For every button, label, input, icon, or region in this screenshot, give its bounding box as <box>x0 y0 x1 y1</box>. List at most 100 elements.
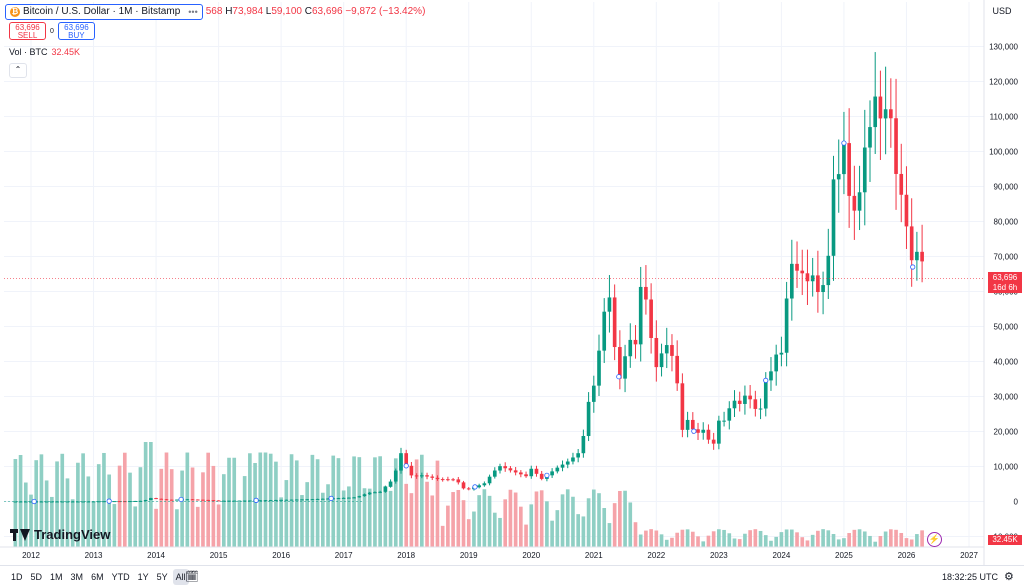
range-1y[interactable]: 1Y <box>137 572 149 582</box>
range-1d[interactable]: 1D <box>11 572 23 582</box>
candle-body <box>717 420 721 444</box>
buy-button[interactable]: 63,696 BUY <box>57 22 95 40</box>
event-marker <box>106 498 112 504</box>
candle-body <box>248 500 252 502</box>
volume-bar <box>565 489 570 547</box>
sell-button[interactable]: 63,696 SELL <box>9 22 46 40</box>
currency-button[interactable]: USD <box>992 6 1012 16</box>
x-tick-label: 2018 <box>397 551 415 560</box>
volume-bar <box>722 529 726 547</box>
volume-bar <box>831 534 836 547</box>
candle-body <box>862 147 867 193</box>
symbol-legend: ₿ Bitcoin / U.S. Dollar · 1M · Bitstamp … <box>5 3 425 20</box>
candle-body <box>206 499 211 501</box>
volume-bar <box>920 530 924 547</box>
bar-countdown: 16d 6h <box>992 283 1018 292</box>
volume-bar <box>576 514 580 547</box>
y-tick-label: 70,000 <box>994 253 1019 262</box>
volume-bar <box>13 459 18 547</box>
candle-body <box>513 470 518 473</box>
volume-bar <box>44 480 49 547</box>
candle-body <box>555 467 560 472</box>
candle-body <box>65 501 70 503</box>
x-tick-label: 2017 <box>335 551 353 560</box>
volume-bar <box>159 468 164 547</box>
candle-body <box>159 498 164 500</box>
more-options-icon[interactable]: ••• <box>188 6 198 17</box>
volume-bar <box>717 529 721 547</box>
candle-body <box>154 498 158 500</box>
candle-body <box>461 482 466 489</box>
candle-body <box>618 347 622 379</box>
last-price-tag: 63,696 16d 6h <box>988 272 1022 293</box>
volume-bar <box>915 534 919 547</box>
volume-bar <box>50 496 54 547</box>
y-tick-label: 80,000 <box>994 218 1019 227</box>
symbol-title-box[interactable]: ₿ Bitcoin / U.S. Dollar · 1M · Bitstamp … <box>5 3 203 20</box>
volume-bar <box>81 453 85 547</box>
volume-bar <box>696 536 700 547</box>
utc-clock[interactable]: 18:32:25 UTC <box>942 572 999 582</box>
volume-bar <box>320 492 325 547</box>
spread-value: 0 <box>50 27 54 35</box>
volume-bar <box>294 460 299 547</box>
volume-bar <box>149 442 153 547</box>
candle-body <box>55 501 59 503</box>
volume-bar <box>383 486 388 547</box>
candle-body <box>149 498 153 501</box>
candle-body <box>904 194 909 227</box>
volume-bar <box>482 489 487 547</box>
volume-bar <box>638 534 643 547</box>
x-tick-label: 2023 <box>710 551 728 560</box>
calendar-icon[interactable]: 🗓 <box>185 571 199 583</box>
candle-body <box>581 435 586 454</box>
candle-body <box>644 286 648 300</box>
candle-body <box>414 475 419 477</box>
candle-body <box>195 499 200 501</box>
volume-bar <box>232 457 237 547</box>
candle-body <box>274 499 278 501</box>
volume-bar <box>878 536 883 547</box>
candle-body <box>816 275 820 293</box>
volume-bar <box>373 457 377 547</box>
candle-body <box>221 500 226 502</box>
candle-body <box>373 492 377 494</box>
candle-body <box>440 479 445 481</box>
candle-body <box>430 476 435 478</box>
low-label: L <box>265 6 272 17</box>
volume-bar <box>420 454 424 547</box>
volume-bar <box>60 453 65 547</box>
volume-bar <box>498 517 502 547</box>
volume-bar <box>440 525 445 547</box>
x-tick-label: 2012 <box>22 551 40 560</box>
volume-tag: 32.45K <box>988 535 1022 545</box>
candle-body <box>81 501 85 503</box>
range-5y[interactable]: 5Y <box>156 572 168 582</box>
range-5d[interactable]: 5D <box>30 572 43 582</box>
volume-bar <box>86 476 91 547</box>
volume-bar <box>810 534 815 547</box>
volume-bar <box>873 541 878 547</box>
candle-body <box>91 501 96 503</box>
candle-body <box>383 486 388 492</box>
volume-bar <box>180 470 184 547</box>
candle-body <box>821 285 825 293</box>
range-6m[interactable]: 6M <box>91 572 104 582</box>
range-all[interactable]: All <box>172 569 189 585</box>
volume-bar <box>414 459 419 547</box>
y-tick-label: 0 <box>1014 498 1019 507</box>
watermark-text: TradingView <box>34 527 111 542</box>
volume-bar <box>201 472 205 547</box>
volume-bar <box>753 529 758 547</box>
range-1m[interactable]: 1M <box>50 572 63 582</box>
x-tick-label: 2022 <box>647 551 665 560</box>
collapse-legend-button[interactable]: ⌃ <box>9 63 27 78</box>
volume-bar <box>112 504 117 547</box>
candle-body <box>44 501 49 503</box>
lightning-icon[interactable]: ⚡ <box>927 532 942 547</box>
volume-bar <box>133 506 138 547</box>
range-ytd[interactable]: YTD <box>111 572 130 582</box>
range-3m[interactable]: 3M <box>70 572 84 582</box>
gear-icon[interactable]: ⚙ <box>1004 571 1014 583</box>
